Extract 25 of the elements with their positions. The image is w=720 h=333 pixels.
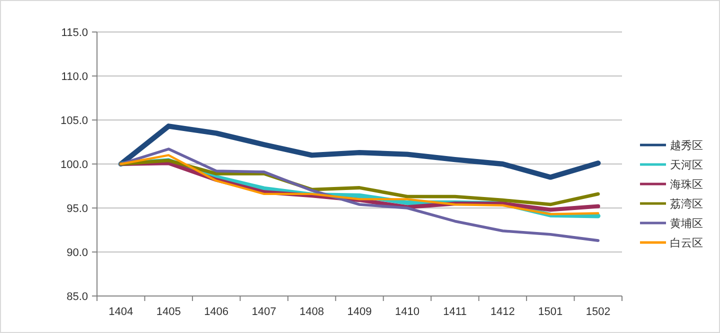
y-tick-label: 95.0: [66, 203, 88, 215]
x-tick-label: 1502: [586, 306, 610, 318]
line-series: [119, 148, 600, 242]
legend-label: 白云区: [670, 238, 703, 250]
x-tick-label: 1412: [490, 306, 515, 318]
x-tick-label: 1501: [538, 306, 563, 318]
y-tick-label: 100.0: [60, 159, 88, 171]
x-tick-label: 1410: [394, 306, 420, 318]
y-tick-label: 90.0: [66, 247, 88, 259]
x-tick-label: 1409: [347, 306, 372, 318]
legend-label: 黄埔区: [670, 217, 703, 230]
legend-label: 海珠区: [670, 178, 703, 191]
legend-label: 荔湾区: [670, 198, 703, 210]
legend-label: 越秀区: [670, 139, 703, 152]
x-tick-label: 1407: [252, 306, 276, 318]
x-tick-label: 1404: [108, 306, 134, 318]
y-tick-label: 105.0: [60, 115, 88, 127]
y-tick-label: 115.0: [61, 27, 88, 39]
x-tick-label: 1408: [300, 306, 324, 318]
x-tick-label: 1411: [443, 306, 467, 318]
y-tick-label: 85.0: [66, 291, 88, 303]
x-tick-label: 1405: [156, 306, 181, 318]
y-tick-label: 110.0: [61, 71, 88, 83]
legend-label: 天河区: [670, 160, 703, 172]
x-tick-label: 1406: [204, 306, 229, 318]
